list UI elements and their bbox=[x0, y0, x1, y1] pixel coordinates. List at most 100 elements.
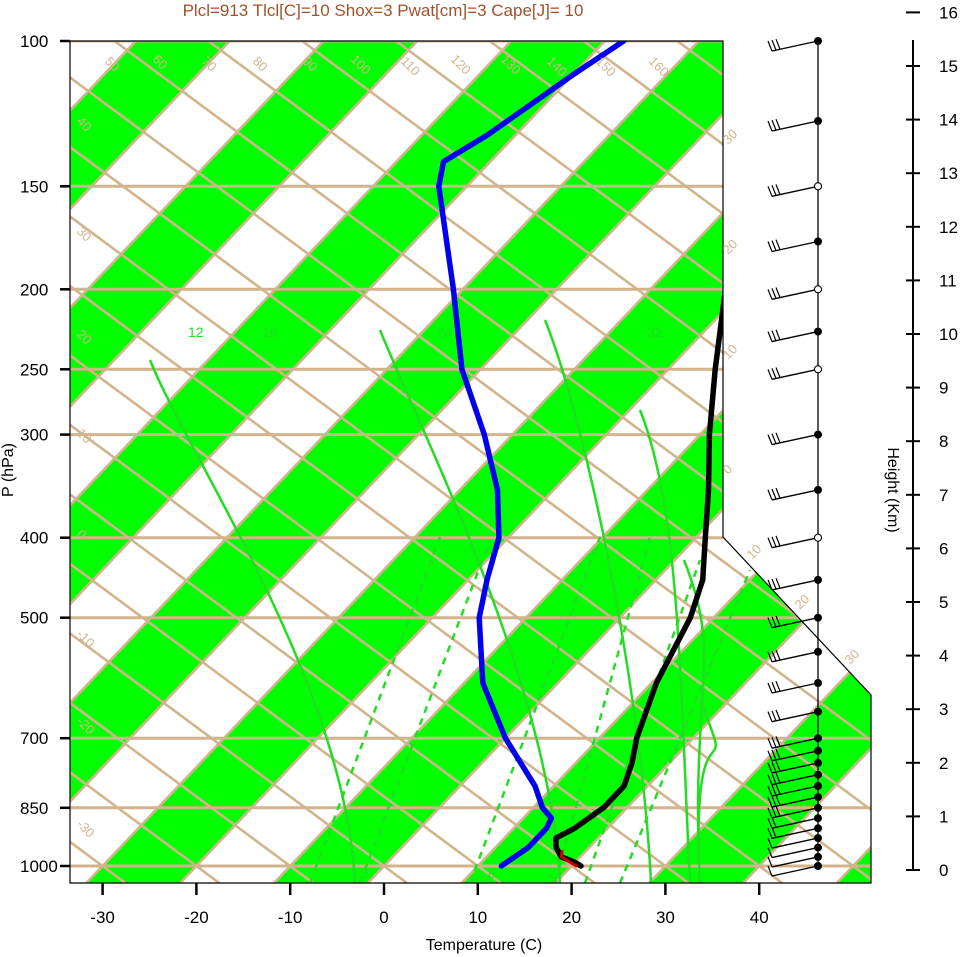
wind-barb-feather bbox=[771, 749, 777, 761]
wind-barb-feather bbox=[767, 837, 773, 849]
isotherm-line bbox=[648, 41, 871, 883]
height-tick-label: 15 bbox=[939, 57, 958, 76]
edge-label-right: 10 bbox=[744, 541, 765, 562]
height-tick-label: 1 bbox=[939, 807, 948, 826]
wind-barb-feather bbox=[771, 536, 777, 548]
mixing-label: 2 bbox=[548, 865, 556, 881]
height-tick-label: 16 bbox=[939, 3, 958, 22]
height-tick-label: 8 bbox=[939, 432, 948, 451]
mixing-label: 32 bbox=[647, 324, 663, 340]
y-tick-label: 400 bbox=[20, 529, 48, 548]
wind-barb-feather bbox=[767, 617, 773, 628]
wind-barb-panel bbox=[767, 37, 822, 877]
wind-level-dot bbox=[814, 117, 822, 125]
wind-barb-feather bbox=[775, 680, 781, 692]
wind-level-dot bbox=[814, 852, 822, 861]
edge-label-right: 30 bbox=[842, 646, 863, 667]
wind-barb-feather bbox=[771, 795, 777, 807]
wind-barb-feather bbox=[767, 579, 773, 591]
wind-barb-feather bbox=[767, 828, 773, 839]
edge-label-right: 20 bbox=[792, 591, 813, 612]
wind-barb-feather bbox=[767, 331, 773, 342]
dry-adiabat bbox=[70, 41, 314, 883]
x-tick-label: -10 bbox=[278, 908, 303, 927]
wind-barb-feather bbox=[771, 806, 777, 818]
wind-barb-feather bbox=[775, 795, 781, 806]
wind-barb-feather bbox=[775, 287, 781, 298]
isotherm-line bbox=[273, 41, 871, 883]
isotherm-line bbox=[70, 41, 231, 883]
y-axis-label: P (hPa) bbox=[0, 443, 17, 497]
wind-barb-feather bbox=[771, 488, 777, 500]
axes: -30 -20 -10 0 10 20 30 40 100 150 200 250 300 400 500 7… bbox=[20, 32, 769, 927]
wind-level-dot bbox=[814, 327, 822, 336]
wind-barb-feather bbox=[771, 288, 777, 299]
moist-adiabat bbox=[638, 409, 692, 883]
wind-barb-feather bbox=[771, 710, 777, 722]
wind-barb bbox=[771, 856, 819, 868]
mixing-label: 24 bbox=[437, 324, 453, 340]
wind-barb-feather bbox=[771, 240, 777, 251]
wind-barb-feather bbox=[771, 185, 777, 196]
wind-barb-feather bbox=[775, 760, 781, 772]
dry-adiabat bbox=[70, 41, 871, 883]
height-tick-label: 2 bbox=[939, 754, 948, 773]
wind-barb-feather bbox=[767, 289, 773, 300]
x-tick-label: 0 bbox=[379, 908, 388, 927]
wind-level-dot bbox=[814, 679, 822, 687]
isotherm-line bbox=[70, 41, 700, 883]
wind-level-dot bbox=[814, 824, 822, 833]
x-tick-label: -20 bbox=[184, 908, 209, 927]
wind-barb-feather bbox=[771, 650, 777, 662]
wind-level-dot bbox=[814, 862, 822, 870]
wind-level-dot bbox=[814, 758, 822, 767]
y-tick-label: 1000 bbox=[20, 857, 58, 876]
wind-barb-feather bbox=[771, 737, 777, 748]
mixing-ratio-line bbox=[553, 536, 652, 883]
dry-adiabat bbox=[70, 41, 408, 883]
moist-adiabat bbox=[378, 329, 562, 883]
wind-barb-feather bbox=[775, 239, 781, 250]
x-tick-label: 10 bbox=[468, 908, 487, 927]
wind-level-dot bbox=[814, 237, 822, 246]
wind-barb-feather bbox=[771, 368, 777, 379]
wind-barb bbox=[771, 579, 819, 591]
wind-barb-feather bbox=[767, 682, 773, 694]
dry-adiabat bbox=[70, 41, 871, 883]
wind-level-dot bbox=[814, 803, 822, 812]
wind-barb-feather bbox=[775, 487, 781, 499]
mixing-ratio-line bbox=[308, 536, 442, 883]
dry-adiabat bbox=[395, 41, 871, 883]
y-tick-label: 200 bbox=[20, 280, 48, 299]
x-tick-label: 40 bbox=[750, 908, 769, 927]
y-tick-label: 500 bbox=[20, 609, 48, 628]
wind-barb bbox=[771, 827, 819, 839]
wind-barb-feather bbox=[771, 817, 777, 828]
wind-barb-feather bbox=[771, 773, 777, 785]
x-tick-label: 30 bbox=[656, 908, 675, 927]
wind-barb-feather bbox=[767, 817, 773, 829]
wind-barb-feather bbox=[767, 762, 773, 774]
wind-level-dot bbox=[814, 647, 822, 656]
wind-level-dot bbox=[814, 37, 822, 45]
wind-barb-feather bbox=[775, 615, 781, 627]
wind-barb-feather bbox=[775, 748, 781, 760]
height-tick-label: 11 bbox=[939, 271, 957, 290]
wind-barb-feather bbox=[771, 681, 777, 693]
chart-title: Plcl=913 Tlcl[C]=10 Shox=3 Pwat[cm]=3 Ca… bbox=[183, 1, 584, 20]
height-tick-label: 9 bbox=[939, 379, 948, 398]
y-tick-label: 850 bbox=[20, 799, 48, 818]
wind-barb-feather bbox=[775, 709, 781, 721]
wind-level-dot bbox=[814, 613, 822, 622]
wind-barb-feather bbox=[771, 761, 777, 773]
wind-level-dot bbox=[814, 793, 822, 802]
wind-barb-feather bbox=[775, 535, 781, 547]
y-tick-label: 100 bbox=[20, 32, 48, 51]
height-tick-label: 4 bbox=[939, 647, 948, 666]
wind-barb-feather bbox=[767, 807, 773, 819]
isotherm-line bbox=[70, 41, 606, 883]
wind-barb bbox=[771, 846, 819, 859]
wind-level-dot bbox=[814, 746, 822, 755]
